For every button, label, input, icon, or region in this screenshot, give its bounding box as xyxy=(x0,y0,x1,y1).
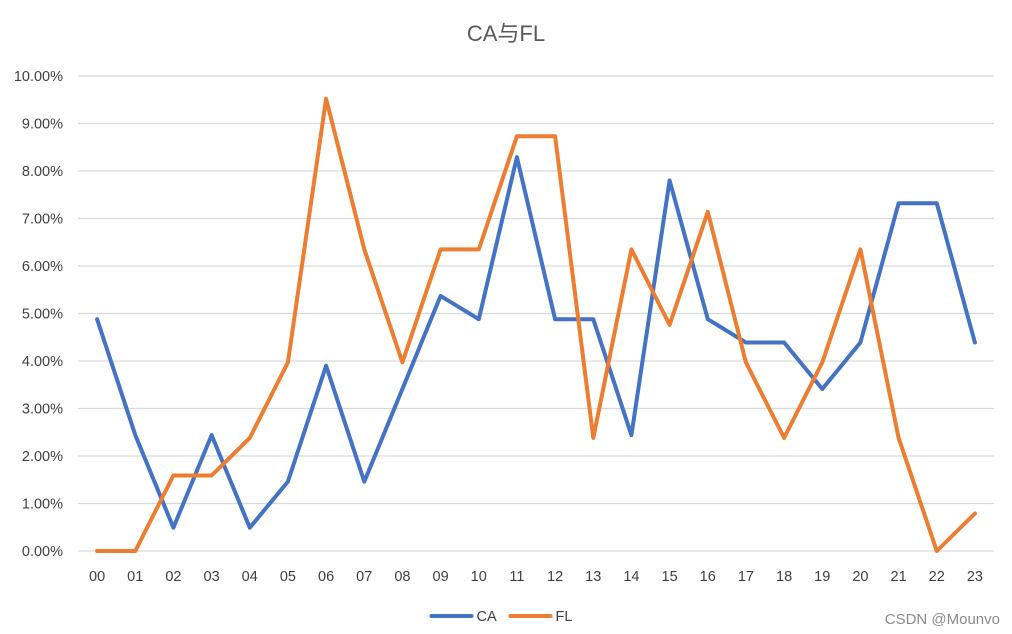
data-point-ca xyxy=(476,317,481,322)
data-point-fl xyxy=(209,473,214,478)
data-point-fl xyxy=(858,247,863,252)
x-tick-label: 19 xyxy=(814,569,830,585)
series-lines xyxy=(95,96,977,553)
data-point-ca xyxy=(858,340,863,345)
data-point-ca xyxy=(133,433,138,437)
y-tick-label: 8.00% xyxy=(22,164,63,180)
data-point-fl xyxy=(896,436,901,440)
data-point-fl xyxy=(820,360,825,365)
x-tick-label: 03 xyxy=(204,569,220,585)
data-point-fl xyxy=(95,549,99,553)
data-point-fl xyxy=(591,436,596,440)
y-tick-label: 2.00% xyxy=(22,449,63,465)
data-point-ca xyxy=(820,387,825,391)
x-tick-label: 04 xyxy=(242,569,258,585)
data-point-ca xyxy=(782,340,786,345)
y-tick-label: 9.00% xyxy=(22,117,63,133)
data-point-ca xyxy=(286,479,290,484)
data-point-fl xyxy=(744,360,748,365)
gridlines xyxy=(78,75,994,552)
data-point-ca xyxy=(896,201,901,206)
x-tick-label: 14 xyxy=(623,569,639,585)
data-point-ca xyxy=(973,340,977,345)
x-tick-label: 00 xyxy=(89,569,105,585)
x-tick-label: 15 xyxy=(662,569,678,585)
legend-label-ca: CA xyxy=(477,609,497,625)
data-point-fl xyxy=(553,134,557,139)
y-axis-ticks: 0.00% 1.00% 2.00% 3.00% 4.00% 5.00% 6.00% 7.00%… xyxy=(14,69,63,560)
data-point-fl xyxy=(400,360,405,365)
data-point-ca xyxy=(629,433,634,437)
data-point-fl xyxy=(782,436,786,440)
data-point-ca xyxy=(438,294,443,298)
legend-label-fl: FL xyxy=(556,609,573,625)
x-tick-label: 16 xyxy=(700,569,716,585)
x-tick-label: 02 xyxy=(165,569,181,585)
x-tick-label: 22 xyxy=(929,569,945,585)
y-tick-label: 3.00% xyxy=(22,402,63,418)
data-point-ca xyxy=(553,317,557,322)
x-tick-label: 23 xyxy=(967,569,983,585)
data-point-fl xyxy=(973,511,977,516)
x-tick-label: 05 xyxy=(280,569,296,585)
data-point-fl xyxy=(324,97,328,101)
y-tick-label: 6.00% xyxy=(22,259,63,275)
series-line-fl xyxy=(95,96,977,553)
x-tick-label: 06 xyxy=(318,569,334,585)
x-tick-label: 07 xyxy=(356,569,372,585)
data-point-ca xyxy=(934,201,939,206)
y-tick-label: 7.00% xyxy=(22,212,63,228)
data-point-ca xyxy=(209,433,214,437)
x-tick-label: 17 xyxy=(738,569,754,585)
x-tick-label: 21 xyxy=(891,569,907,585)
watermark: CSDN @Mounvo xyxy=(884,611,1000,628)
data-point-ca xyxy=(362,479,367,484)
x-tick-label: 18 xyxy=(776,569,792,585)
x-axis-ticks: 00 01 02 03 04 05 06 07 08 09 10 11 12 13 14 15 16 17 18 19… xyxy=(89,569,983,585)
data-point-ca xyxy=(667,178,672,183)
data-point-fl xyxy=(515,134,519,139)
data-point-ca xyxy=(400,387,405,391)
x-tick-label: 12 xyxy=(547,569,563,585)
y-tick-label: 5.00% xyxy=(22,307,63,323)
data-point-ca xyxy=(324,363,328,368)
data-point-ca xyxy=(744,340,748,345)
x-tick-label: 01 xyxy=(127,569,143,585)
y-tick-label: 1.00% xyxy=(22,497,63,513)
series-line-ca xyxy=(95,155,977,530)
data-point-fl xyxy=(362,247,367,252)
data-point-fl xyxy=(133,549,138,553)
x-tick-label: 20 xyxy=(852,569,868,585)
x-tick-label: 11 xyxy=(509,569,524,585)
x-tick-label: 13 xyxy=(585,569,601,585)
y-tick-label: 4.00% xyxy=(22,354,63,370)
chart-title: CA与FL xyxy=(467,21,545,46)
y-tick-label: 0.00% xyxy=(22,544,63,560)
data-point-fl xyxy=(476,247,481,252)
data-point-ca xyxy=(95,317,99,322)
data-point-ca xyxy=(171,525,176,530)
data-point-ca xyxy=(705,317,710,322)
legend: CA FL xyxy=(429,609,573,625)
x-tick-label: 08 xyxy=(394,569,410,585)
data-point-ca xyxy=(515,155,519,160)
data-point-fl xyxy=(171,473,176,478)
data-point-fl xyxy=(934,549,939,553)
data-point-fl xyxy=(705,210,710,214)
data-point-ca xyxy=(247,525,252,530)
data-point-ca xyxy=(591,317,596,322)
data-point-fl xyxy=(247,436,252,440)
data-point-fl xyxy=(438,247,443,252)
y-tick-label: 10.00% xyxy=(14,69,63,85)
data-point-fl xyxy=(286,360,290,365)
x-tick-label: 10 xyxy=(471,569,487,585)
x-tick-label: 09 xyxy=(433,569,449,585)
data-point-fl xyxy=(629,247,634,252)
data-point-fl xyxy=(667,323,672,327)
